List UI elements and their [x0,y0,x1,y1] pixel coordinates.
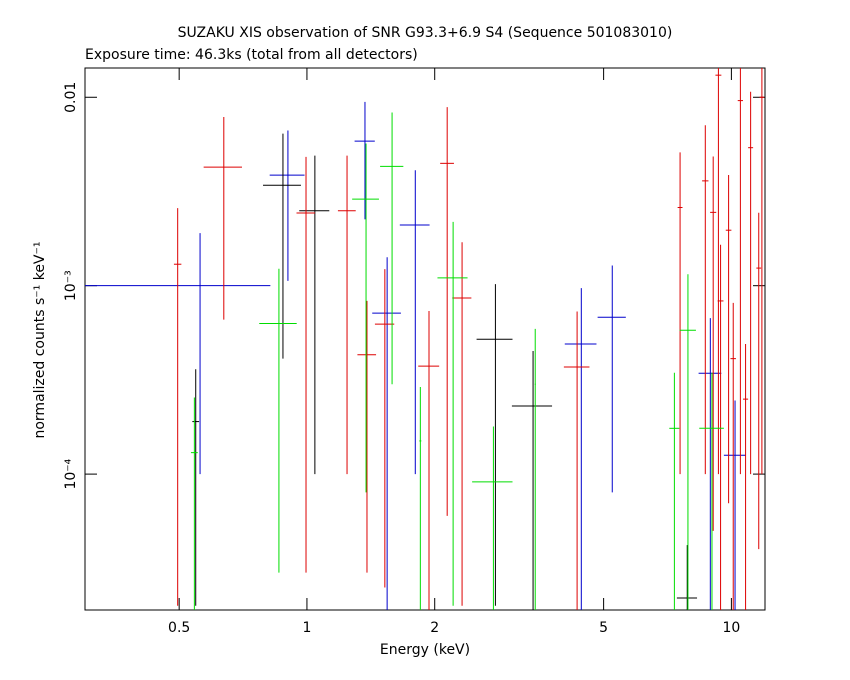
y-tick-label: 0.01 [63,82,79,113]
plot-frame [84,67,766,611]
y-axis-label: normalized counts s⁻¹ keV⁻¹ [32,241,48,438]
y-tick-label: 10⁻⁴ [63,458,79,489]
y-tick-label: 10⁻³ [63,270,79,301]
x-tick-label: 5 [599,620,608,636]
x-axis-label: Energy (keV) [380,642,470,658]
x-tick-label: 10 [722,620,740,636]
x-tick-label: 1 [302,620,311,636]
x-tick-label: 0.5 [168,620,190,636]
x-tick-label: 2 [430,620,439,636]
chart-subtitle: Exposure time: 46.3ks (total from all de… [85,47,418,63]
chart-title: SUZAKU XIS observation of SNR G93.3+6.9 … [178,25,673,41]
